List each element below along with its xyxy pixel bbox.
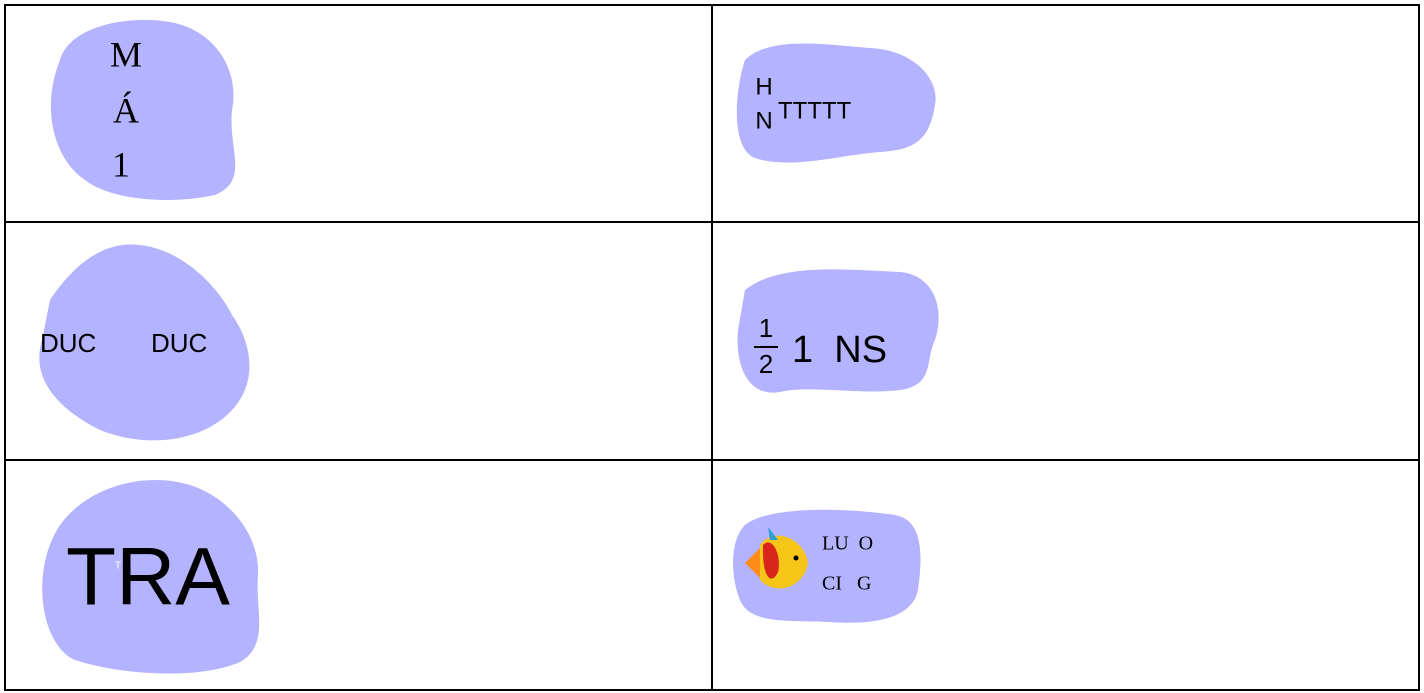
- blob: [737, 269, 939, 393]
- cell-text: DUC: [151, 328, 207, 358]
- cell-text: Á: [113, 90, 139, 130]
- small-mark: T: [115, 561, 121, 572]
- cell-text: DUC: [40, 328, 96, 358]
- cell-text: N: [755, 107, 772, 134]
- fraction-denominator: 2: [759, 349, 773, 379]
- fish-icon: [745, 527, 808, 589]
- cell-text: TRA: [66, 532, 230, 623]
- cell-text: 1 NS: [792, 329, 887, 371]
- blob: [39, 244, 250, 441]
- blob: [42, 479, 260, 674]
- blob: [50, 19, 236, 201]
- fraction-numerator: 1: [759, 313, 773, 343]
- table-grid: [4, 4, 1420, 691]
- cell-text: M: [110, 34, 142, 74]
- cell-text: CI G: [822, 573, 871, 595]
- cell-text: LU O: [822, 533, 873, 555]
- blob: [736, 43, 936, 163]
- cell-text: H: [755, 73, 772, 100]
- cell-text: TTTTT: [778, 97, 852, 124]
- cell-text: 1: [112, 144, 130, 184]
